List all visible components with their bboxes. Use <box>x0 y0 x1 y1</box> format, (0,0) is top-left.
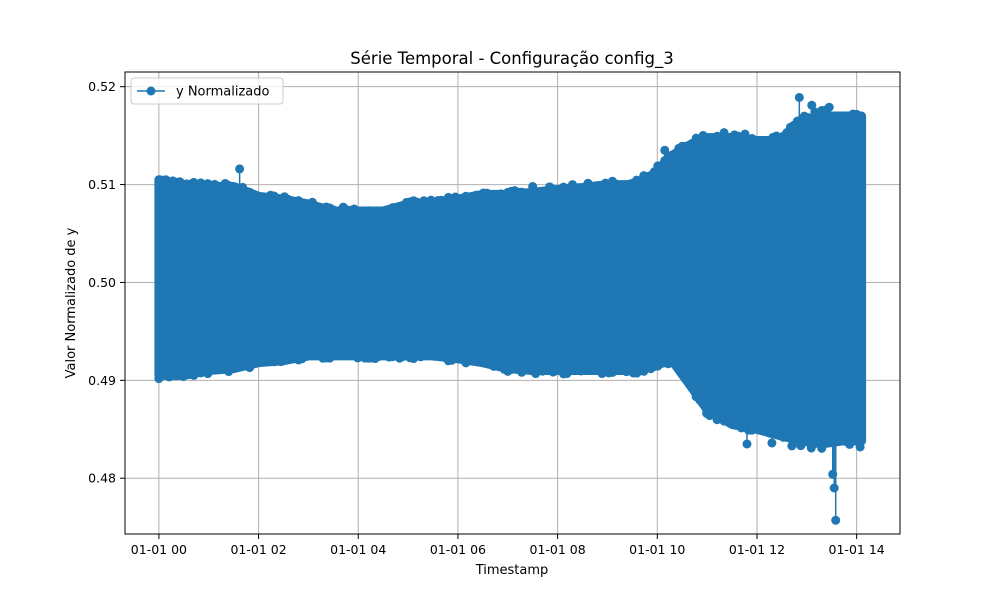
data-point <box>712 131 722 141</box>
y-axis-label: Valor Normalizado de y <box>64 227 79 378</box>
legend: y Normalizado <box>130 77 284 105</box>
data-point <box>813 120 823 130</box>
outlier-point <box>794 92 804 102</box>
data-point <box>593 361 603 371</box>
x-tick-label: 01-01 00 <box>131 542 187 557</box>
data-point <box>803 113 813 123</box>
data-point <box>855 111 865 121</box>
data-point <box>737 138 747 148</box>
data-point <box>440 199 450 209</box>
data-point <box>750 417 760 427</box>
data-point <box>709 401 719 411</box>
legend-marker <box>146 86 156 96</box>
data-point <box>855 442 865 452</box>
data-point <box>719 128 729 138</box>
legend-box <box>130 77 284 105</box>
x-axis-label: Timestamp <box>475 563 549 578</box>
legend-entry: y Normalizado <box>176 85 270 100</box>
data-point <box>555 189 565 199</box>
outlier-point <box>787 441 797 451</box>
data-point <box>154 374 164 384</box>
data-point <box>531 369 541 379</box>
data-point <box>695 139 705 149</box>
data-layer <box>154 92 867 525</box>
y-tick-label: 0.48 <box>88 471 116 486</box>
outlier-point <box>824 102 834 112</box>
data-point <box>541 189 551 199</box>
data-point <box>761 421 771 431</box>
data-point <box>750 135 760 145</box>
data-point <box>806 443 816 453</box>
outlier-point <box>807 100 817 110</box>
data-point <box>747 425 757 435</box>
data-point <box>391 347 401 357</box>
outlier-point <box>742 439 752 449</box>
y-tick-label: 0.50 <box>88 275 116 290</box>
x-tick-label: 01-01 06 <box>430 542 486 557</box>
data-point <box>192 185 202 195</box>
data-point <box>698 393 708 403</box>
data-point <box>813 433 823 443</box>
outlier-point <box>831 515 841 525</box>
data-point <box>712 415 722 425</box>
data-point <box>733 414 743 424</box>
y-tick-label: 0.51 <box>88 177 116 192</box>
outlier-point <box>767 438 777 448</box>
data-point <box>838 427 848 437</box>
data-point <box>782 425 792 435</box>
outlier-point <box>568 180 578 190</box>
data-point <box>639 366 649 376</box>
outlier-point <box>705 411 715 421</box>
x-tick-label: 01-01 12 <box>729 542 785 557</box>
x-tick-label: 01-01 14 <box>829 542 885 557</box>
data-point <box>642 357 652 367</box>
y-tick-label: 0.49 <box>88 373 116 388</box>
data-point <box>245 363 255 373</box>
outlier-point <box>829 483 839 493</box>
data-point <box>716 407 726 417</box>
data-point <box>527 360 537 370</box>
data-point <box>834 113 844 123</box>
x-tick-label: 01-01 08 <box>530 542 586 557</box>
ticks: 01-01 00 01-01 02 01-01 04 01-01 06 01-01 08… <box>88 79 885 557</box>
data-point <box>635 177 645 187</box>
data-point <box>688 379 698 389</box>
x-tick-label: 01-01 02 <box>230 542 286 557</box>
plot-frame <box>124 71 901 535</box>
outlier-point <box>388 203 398 213</box>
outlier-point <box>235 164 245 174</box>
data-point <box>852 433 862 443</box>
data-point <box>677 366 687 376</box>
outlier-point <box>338 202 348 212</box>
data-point <box>778 432 788 442</box>
data-point <box>824 429 834 439</box>
data-point <box>555 362 565 372</box>
y-tick-label: 0.52 <box>88 79 116 94</box>
data-point <box>726 410 736 420</box>
data-point <box>178 371 188 381</box>
data-point <box>803 430 813 440</box>
outlier-point <box>528 182 538 192</box>
data-point <box>189 177 199 187</box>
data-point <box>716 139 726 149</box>
outlier-point <box>660 145 670 155</box>
data-point <box>817 443 827 453</box>
data-point <box>562 368 572 378</box>
data-point <box>398 204 408 214</box>
data-point <box>656 165 666 175</box>
x-tick-label: 01-01 10 <box>629 542 685 557</box>
data-point <box>806 121 816 131</box>
chart-title: Série Temporal - Configuração config_3 <box>350 49 673 69</box>
x-tick-label: 01-01 04 <box>330 542 386 557</box>
data-point <box>796 441 806 451</box>
